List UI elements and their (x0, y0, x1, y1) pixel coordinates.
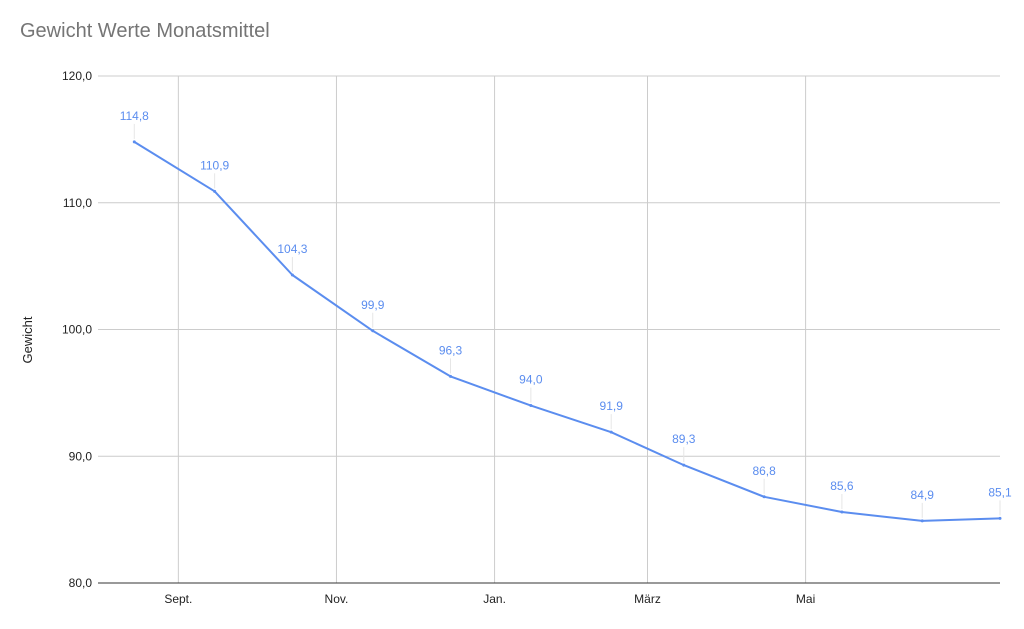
data-label: 104,3 (277, 242, 307, 256)
y-tick-label: 100,0 (62, 323, 92, 337)
x-tick-label: Mai (796, 592, 815, 606)
data-point (682, 463, 686, 467)
data-label: 85,1 (988, 485, 1012, 499)
series-line (133, 141, 1001, 522)
data-label: 99,9 (361, 298, 385, 312)
data-point (920, 519, 924, 523)
data-point (529, 404, 533, 408)
data-label: 110,9 (200, 158, 229, 172)
x-tick-label: März (634, 592, 661, 606)
data-point (371, 329, 375, 333)
data-label: 84,9 (911, 488, 935, 502)
series-group (132, 140, 1002, 523)
data-point (449, 374, 453, 378)
data-labels: 114,8 110,9 104,3 99,9 96,3 94,0 91,9 89,3 86,8 8… (120, 109, 1012, 518)
data-label: 91,9 (600, 399, 624, 413)
data-label: 86,8 (752, 464, 776, 478)
x-axis: Sept. Nov. Jan. März Mai (164, 592, 815, 606)
data-label: 114,8 (120, 109, 149, 123)
data-label: 96,3 (439, 343, 463, 357)
x-tick-label: Sept. (164, 592, 192, 606)
grid-lines (98, 75, 1000, 584)
y-tick-label: 120,0 (62, 69, 92, 83)
data-point (762, 495, 766, 499)
chart-title: Gewicht Werte Monatsmittel (20, 20, 270, 42)
data-point (213, 189, 217, 193)
data-point (609, 430, 613, 434)
data-point (840, 510, 844, 514)
data-label: 94,0 (519, 373, 543, 387)
x-tick-label: Nov. (325, 592, 349, 606)
y-axis: 120,0 110,0 100,0 90,0 80,0 (62, 69, 1000, 590)
y-tick-label: 90,0 (69, 449, 93, 463)
y-tick-label: 110,0 (63, 196, 92, 210)
data-point (132, 140, 136, 144)
y-tick-label: 80,0 (69, 576, 93, 590)
x-tick-label: Jan. (483, 592, 506, 606)
data-point (998, 516, 1002, 520)
data-point (290, 273, 294, 277)
data-label: 85,6 (830, 479, 854, 493)
data-label: 89,3 (672, 432, 696, 446)
